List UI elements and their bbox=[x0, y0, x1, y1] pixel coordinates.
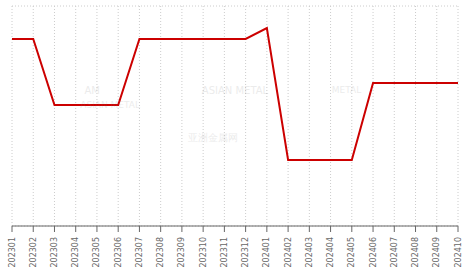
html-text:亚洲金属网: 亚洲金属网 bbox=[187, 132, 238, 143]
html-text:ASIAN METAL: ASIAN METAL bbox=[201, 84, 269, 96]
svg-text:202405: 202405 bbox=[347, 237, 356, 268]
html-text:AM: AM bbox=[84, 84, 100, 96]
svg-text:202402: 202402 bbox=[284, 237, 293, 268]
svg-text:202410: 202410 bbox=[454, 237, 459, 268]
svg-text:202301: 202301 bbox=[8, 237, 17, 268]
svg-text:202404: 202404 bbox=[326, 237, 335, 268]
html-text:METAL: METAL bbox=[331, 84, 362, 95]
svg-text:202401: 202401 bbox=[262, 237, 271, 268]
svg-text:202408: 202408 bbox=[411, 237, 420, 268]
svg-text:202304: 202304 bbox=[71, 237, 80, 268]
svg-text:202308: 202308 bbox=[156, 237, 165, 268]
svg-text:202303: 202303 bbox=[50, 237, 59, 268]
html-text:ASIAN METAL: ASIAN METAL bbox=[80, 100, 140, 110]
svg-text:202306: 202306 bbox=[114, 237, 123, 268]
svg-text:202403: 202403 bbox=[305, 237, 314, 268]
svg-text:202407: 202407 bbox=[390, 237, 399, 268]
svg-text:202310: 202310 bbox=[199, 237, 208, 268]
svg-text:202305: 202305 bbox=[92, 237, 101, 268]
svg-text:202311: 202311 bbox=[220, 237, 229, 268]
svg-text:202406: 202406 bbox=[369, 237, 378, 268]
svg-text:202409: 202409 bbox=[432, 237, 441, 268]
svg-text:202307: 202307 bbox=[135, 237, 144, 268]
svg-text:202309: 202309 bbox=[177, 237, 186, 268]
svg-text:202312: 202312 bbox=[241, 237, 250, 268]
svg-text:202302: 202302 bbox=[29, 237, 38, 268]
